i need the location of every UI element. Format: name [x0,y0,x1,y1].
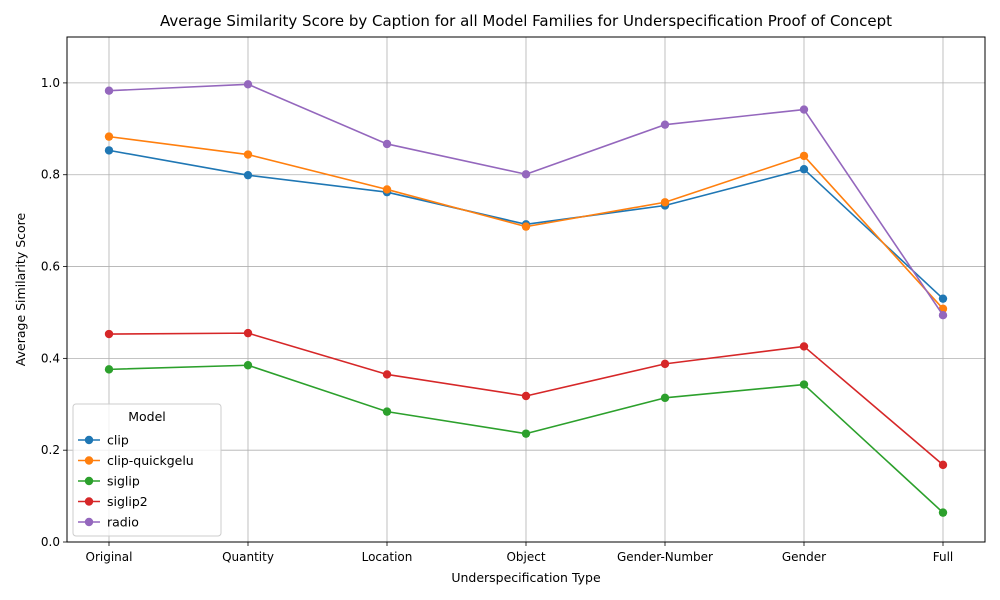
legend-box [72,403,222,537]
series-siglip2 [104,328,948,470]
data-point-clip [104,146,114,155]
legend-entry-siglip2: siglip2 [78,494,148,509]
x-tick-label: Gender-Number [617,550,713,564]
legend-marker-clip [84,435,94,445]
legend-entry-radio: radio [78,515,139,530]
data-point-siglip2 [243,328,253,338]
series-layer [104,80,948,517]
data-point-clip [799,165,809,174]
y-tick-label: 0.8 [41,168,60,182]
x-axis-title: Underspecification Type [451,570,601,585]
legend-label-radio: radio [107,515,139,530]
legend: Model clip clip-quickgelu siglip siglip2 rad… [72,403,222,537]
x-tick-label: Gender [782,550,826,564]
data-point-radio [243,80,253,89]
series-radio [104,80,948,320]
y-axis-title: Average Similarity Score [13,212,28,366]
legend-marker-radio [84,517,94,527]
x-tick-label: Object [506,550,545,564]
y-tick-label: 0.4 [41,351,60,365]
data-point-siglip [382,407,392,416]
ticks: Original Quantity Location Object Gender-Num… [41,76,953,564]
data-point-siglip2 [938,460,948,470]
data-point-clip-quickgelu [243,150,253,159]
data-point-clip-quickgelu [382,185,392,194]
legend-marker-siglip [84,476,94,486]
x-tick-label: Quantity [222,550,274,564]
legend-entry-clip-quickgelu: clip-quickgelu [78,453,194,468]
data-point-radio [938,311,948,320]
legend-marker-clip-quickgelu [84,456,94,465]
data-point-siglip2 [382,370,392,379]
data-point-clip-quickgelu [104,132,114,141]
y-tick-label: 1.0 [41,76,60,90]
data-point-clip [938,294,948,303]
x-tick-label: Location [362,550,413,564]
data-point-siglip2 [104,329,114,339]
y-tick-label: 0.6 [41,260,60,274]
legend-label-clip-quickgelu: clip-quickgelu [107,453,194,468]
data-point-radio [104,86,114,95]
legend-title: Model [128,409,166,424]
data-point-siglip [938,508,948,517]
y-tick-label: 0.2 [41,443,60,457]
data-point-radio [799,105,809,114]
data-point-clip [243,170,253,180]
legend-marker-siglip2 [84,497,94,506]
data-point-siglip [243,361,253,370]
x-tick-label: Original [86,550,133,564]
data-point-clip-quickgelu [799,151,809,161]
data-point-siglip [521,429,531,438]
legend-entry-clip: clip [78,433,129,448]
y-tick-label: 0.0 [41,535,60,549]
legend-label-siglip2: siglip2 [107,494,148,509]
data-point-clip-quickgelu [521,222,531,231]
chart-title: Average Similarity Score by Caption for … [160,12,892,30]
data-point-siglip [799,380,809,389]
data-point-clip-quickgelu [660,198,670,207]
data-point-radio [660,120,670,129]
data-point-siglip [104,365,114,374]
series-siglip [104,361,948,517]
legend-entry-siglip: siglip [78,474,140,489]
data-point-radio [521,170,531,179]
data-point-siglip2 [660,359,670,369]
x-tick-label: Full [933,550,954,564]
legend-entries: clip clip-quickgelu siglip siglip2 radio [78,433,194,530]
data-point-siglip2 [521,391,531,401]
data-point-siglip2 [799,342,809,351]
legend-label-siglip: siglip [107,474,140,489]
data-point-radio [382,139,392,149]
legend-label-clip: clip [107,433,129,448]
data-point-siglip [660,393,670,403]
